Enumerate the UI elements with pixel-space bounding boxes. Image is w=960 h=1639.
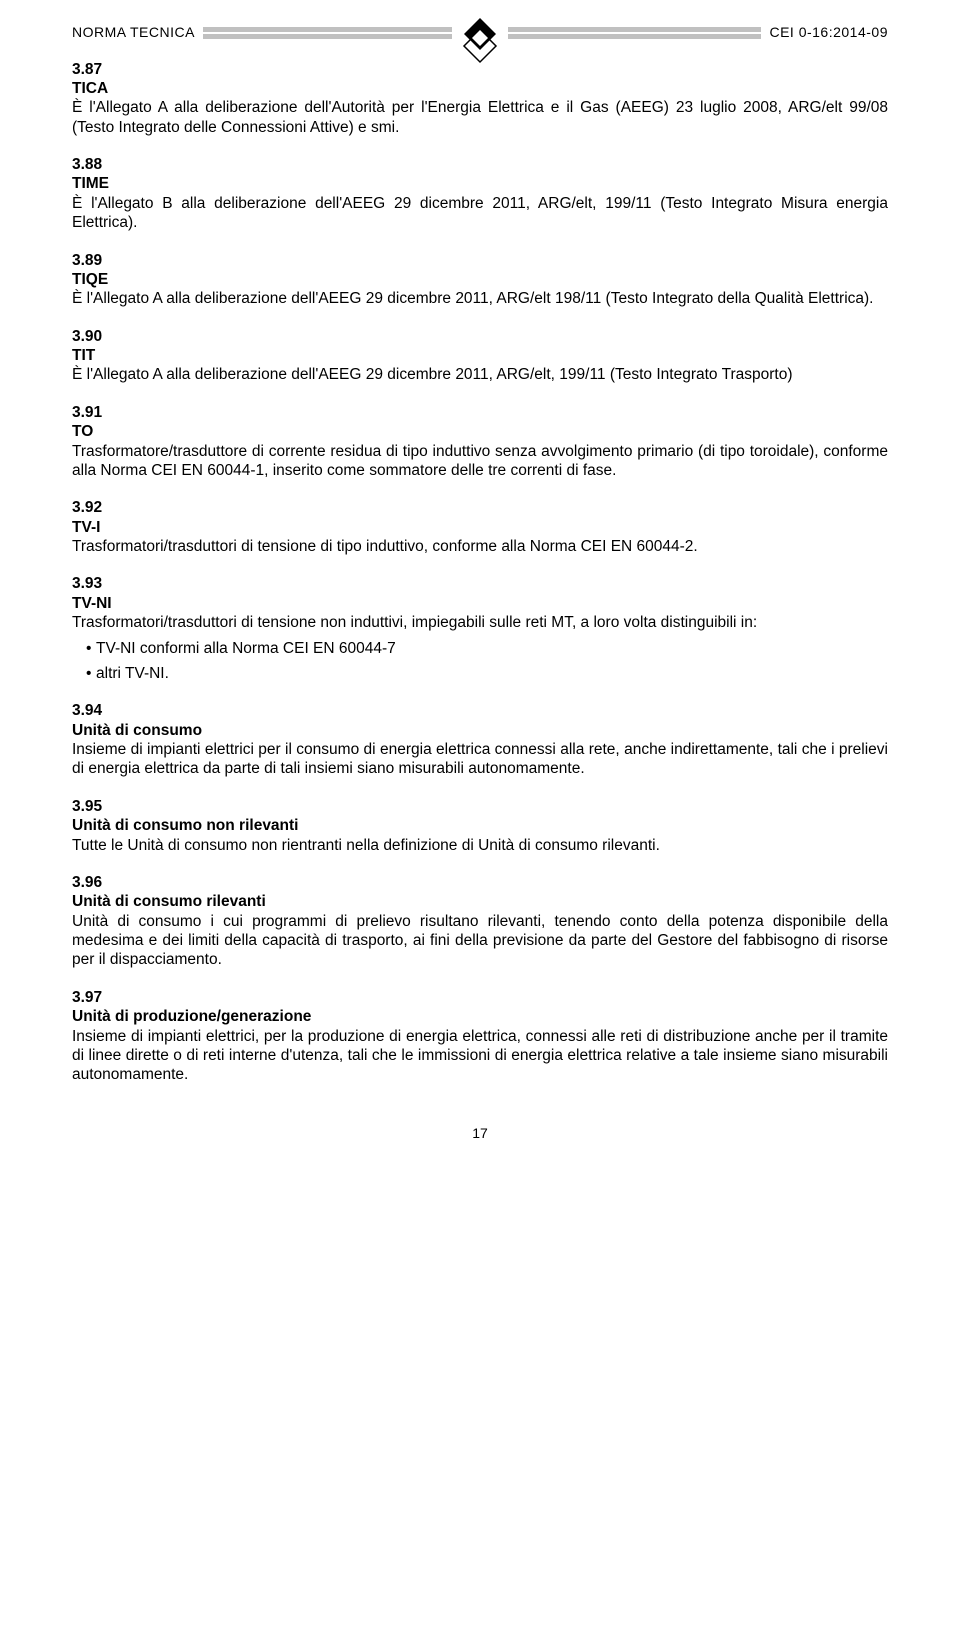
section-body: Trasformatore/trasduttore di corrente re…	[72, 442, 888, 481]
section: 3.94Unità di consumoInsieme di impianti …	[72, 701, 888, 779]
section: 3.89TIQEÈ l'Allegato A alla deliberazion…	[72, 251, 888, 309]
list-item-text: altri TV-NI.	[96, 664, 169, 683]
header-bars-right	[490, 25, 761, 41]
section-number: 3.93	[72, 574, 888, 593]
section-body: Tutte le Unità di consumo non rientranti…	[72, 836, 888, 855]
section-body: È l'Allegato A alla deliberazione dell'A…	[72, 365, 888, 384]
section-number: 3.91	[72, 403, 888, 422]
section-body: Trasformatori/trasduttori di tensione di…	[72, 537, 888, 556]
section-body: È l'Allegato A alla deliberazione dell'A…	[72, 289, 888, 308]
bullet-icon: •	[72, 639, 96, 658]
page-header: NORMA TECNICA CEI 0-16:2014-09	[72, 24, 888, 42]
section: 3.96Unità di consumo rilevantiUnità di c…	[72, 873, 888, 970]
section-number: 3.89	[72, 251, 888, 270]
section-body: È l'Allegato B alla deliberazione dell'A…	[72, 194, 888, 233]
section-title: TV-NI	[72, 594, 888, 613]
header-bar-bottom-r	[490, 34, 761, 39]
section-number: 3.90	[72, 327, 888, 346]
header-bar-bottom	[203, 34, 474, 39]
section-body: Trasformatori/trasduttori di tensione no…	[72, 613, 888, 632]
header-bar-top-r	[490, 27, 761, 32]
section-number: 3.97	[72, 988, 888, 1007]
section-body: Insieme di impianti elettrici, per la pr…	[72, 1027, 888, 1085]
list-item: •TV-NI conformi alla Norma CEI EN 60044-…	[72, 639, 888, 658]
section: 3.97Unità di produzione/generazioneInsie…	[72, 988, 888, 1085]
list-item: •altri TV-NI.	[72, 664, 888, 683]
section: 3.90TITÈ l'Allegato A alla deliberazione…	[72, 327, 888, 385]
section: 3.95Unità di consumo non rilevantiTutte …	[72, 797, 888, 855]
header-left-label: NORMA TECNICA	[72, 24, 195, 42]
section-body: Insieme di impianti elettrici per il con…	[72, 740, 888, 779]
document-page: NORMA TECNICA CEI 0-16:2014-09 3.87TICAÈ…	[0, 0, 960, 1166]
bullet-icon: •	[72, 664, 96, 683]
section-title: Unità di consumo	[72, 721, 888, 740]
list-item-text: TV-NI conformi alla Norma CEI EN 60044-7	[96, 639, 396, 658]
section-number: 3.88	[72, 155, 888, 174]
section: 3.92TV-ITrasformatori/trasduttori di ten…	[72, 498, 888, 556]
section-title: TIME	[72, 174, 888, 193]
section-title: TV-I	[72, 518, 888, 537]
header-bar-top	[203, 27, 474, 32]
section-title: TO	[72, 422, 888, 441]
section: 3.87TICAÈ l'Allegato A alla deliberazion…	[72, 60, 888, 138]
section-number: 3.95	[72, 797, 888, 816]
section: 3.91TOTrasformatore/trasduttore di corre…	[72, 403, 888, 481]
section-body: Unità di consumo i cui programmi di prel…	[72, 912, 888, 970]
section-number: 3.96	[72, 873, 888, 892]
section: 3.88TIMEÈ l'Allegato B alla deliberazion…	[72, 155, 888, 233]
section-title: TIQE	[72, 270, 888, 289]
header-right-label: CEI 0-16:2014-09	[769, 24, 888, 42]
section-title: Unità di produzione/generazione	[72, 1007, 888, 1026]
logo-wrap	[452, 12, 508, 68]
diamond-logo-icon	[456, 16, 504, 64]
section-number: 3.94	[72, 701, 888, 720]
section-title: TICA	[72, 79, 888, 98]
header-bars	[203, 25, 474, 41]
section-title: TIT	[72, 346, 888, 365]
section-body: È l'Allegato A alla deliberazione dell'A…	[72, 98, 888, 137]
section: 3.93TV-NITrasformatori/trasduttori di te…	[72, 574, 888, 683]
section-number: 3.92	[72, 498, 888, 517]
section-title: Unità di consumo rilevanti	[72, 892, 888, 911]
section-title: Unità di consumo non rilevanti	[72, 816, 888, 835]
page-number: 17	[72, 1125, 888, 1143]
section-list: •TV-NI conformi alla Norma CEI EN 60044-…	[72, 639, 888, 684]
sections-container: 3.87TICAÈ l'Allegato A alla deliberazion…	[72, 60, 888, 1085]
